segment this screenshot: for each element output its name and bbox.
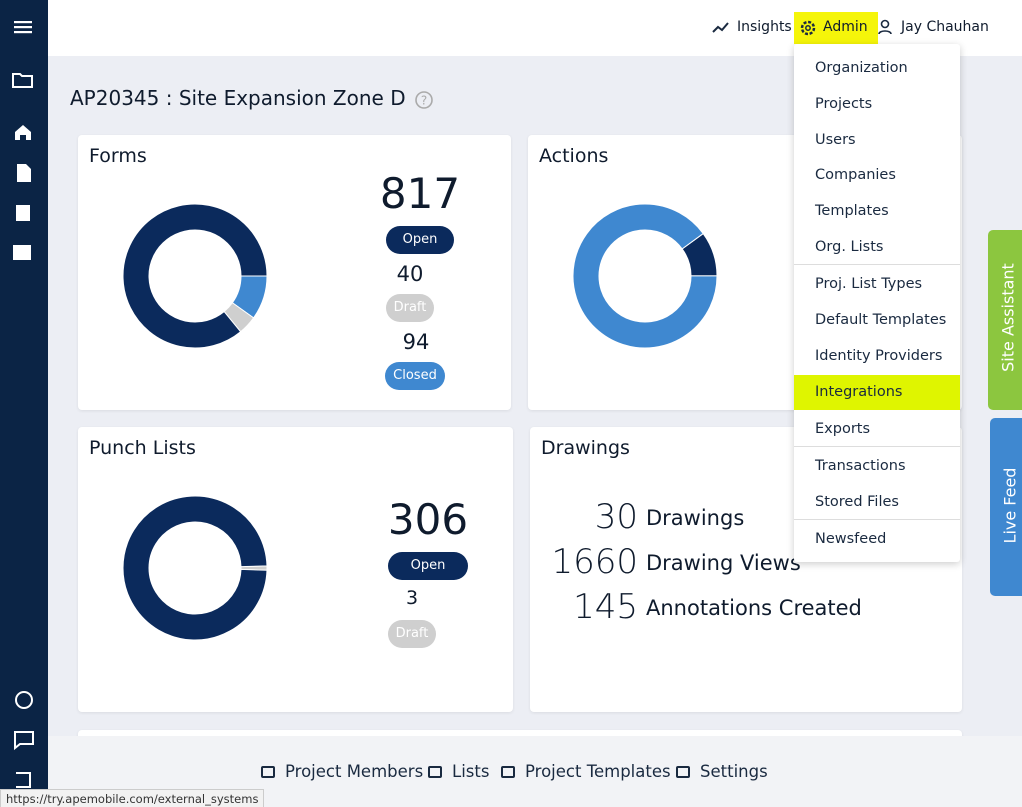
open-count: 817 [379,169,461,218]
bottom-link[interactable]: Settings [700,762,768,781]
draft-count: 3 [405,587,419,609]
insights-icon [712,22,729,33]
menu-divider [794,446,960,447]
menu-item[interactable]: Newsfeed [815,531,887,548]
menu-item[interactable]: Default Templates [815,312,947,329]
bottom-link-icon [501,766,515,778]
insights-link[interactable]: Insights [737,19,792,35]
menu-item[interactable]: Proj. List Types [815,276,923,293]
menu-item[interactable]: Stored Files [815,493,899,510]
menu-item[interactable]: Users [815,131,856,148]
page-title: AP20345 : Site Expansion Zone D [70,86,406,110]
menu-item[interactable]: Organization [815,60,908,76]
menu-item[interactable]: Exports [815,420,871,437]
bottom-link-icon [676,766,690,778]
menu-item[interactable]: Identity Providers [815,347,943,364]
menu-item[interactable]: Projects [815,95,873,112]
menu-item[interactable]: Integrations [794,374,960,410]
card-title: Drawings [541,437,630,459]
svg-text:?: ? [421,94,427,108]
stat-label: Annotations Created [646,596,862,620]
draft-pill: Draft [386,294,434,322]
bottom-link-icon [261,766,275,778]
tab-label: Site Assistant [998,263,1018,372]
live-feed-tab[interactable]: Live Feed [990,418,1022,596]
stat-value: 30 [594,497,638,537]
menu-item[interactable]: Transactions [815,458,906,474]
menu-item[interactable]: Org. Lists [815,239,884,255]
bottom-link[interactable]: Lists [452,762,490,781]
status-url: https://try.apemobile.com/external_syste… [0,789,265,807]
open-pill: Open [386,226,454,254]
menu-item[interactable]: Companies [815,167,896,184]
card-title: Punch Lists [89,437,196,459]
bottom-link[interactable]: Project Members [285,762,424,781]
help-icon[interactable]: ? [414,90,434,110]
draft-pill: Draft [388,620,436,648]
admin-label: Admin [823,19,868,35]
admin-icon [800,20,816,36]
stat-label: Drawing Views [646,551,801,575]
stat-value: 1660 [551,542,638,582]
punch-lists-card: Punch Lists 306 Open 3 Draft [78,427,513,712]
sidebar-icons [12,21,34,788]
sidebar [0,0,48,807]
donut-segment [572,203,718,349]
bottom-link[interactable]: Project Templates [525,762,671,781]
admin-menu: Organization Projects Users Companies Templa… [794,44,960,562]
open-pill: Open [388,552,468,580]
open-count: 306 [387,495,469,544]
closed-pill: Closed [385,362,445,390]
menu-divider [794,264,960,266]
forms-card: Forms 817 Open 40 Draft 94 Closed [78,135,511,410]
user-menu[interactable]: Jay Chauhan [901,19,989,35]
stat-value: 145 [573,587,638,627]
menu-item[interactable]: Templates [815,203,889,220]
site-assistant-tab[interactable]: Site Assistant [988,230,1022,410]
admin-button[interactable] [794,12,878,44]
donut-segment [122,495,268,641]
stat-label: Drawings [646,506,745,530]
draft-count: 40 [396,262,424,286]
closed-count: 94 [402,330,430,354]
donut-segment [122,203,268,349]
bottom-link-icon [428,766,442,778]
card-title: Forms [89,145,147,167]
user-icon [878,19,892,35]
menu-divider [794,519,960,521]
tab-label: Live Feed [1000,467,1020,544]
card-title: Actions [539,145,609,167]
